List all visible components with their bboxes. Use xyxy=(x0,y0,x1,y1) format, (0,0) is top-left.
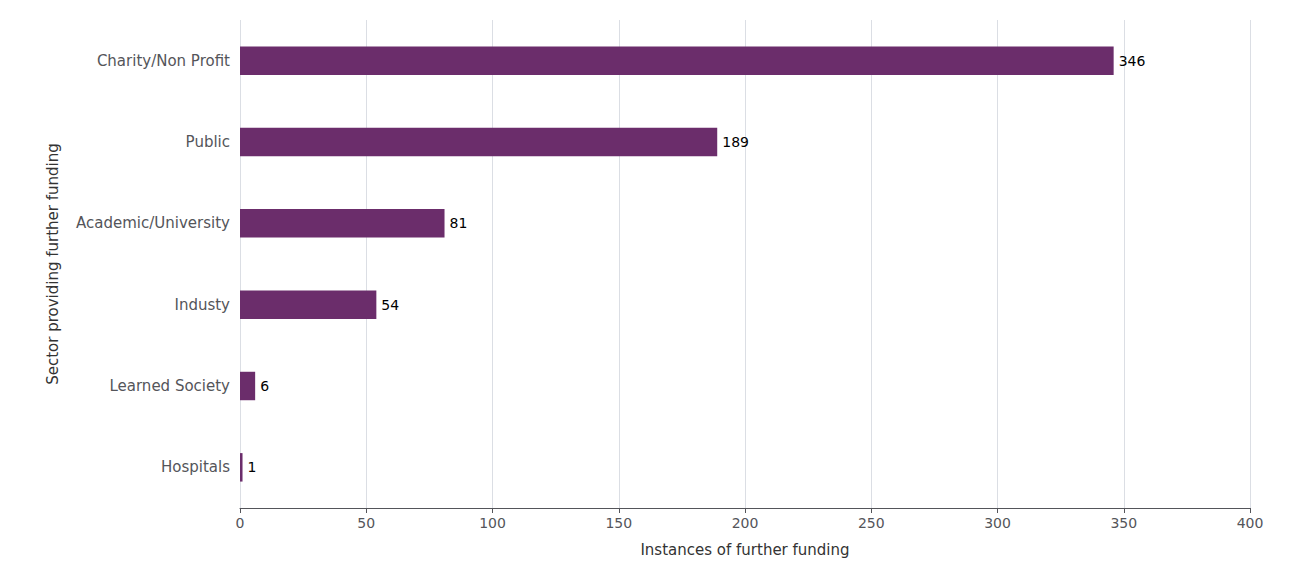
svg-text:250: 250 xyxy=(858,515,885,531)
svg-text:346: 346 xyxy=(1119,53,1146,69)
svg-text:Industy: Industy xyxy=(174,296,230,314)
svg-text:1: 1 xyxy=(248,459,257,475)
svg-text:81: 81 xyxy=(450,215,468,231)
svg-text:Charity/Non Profit: Charity/Non Profit xyxy=(97,52,230,70)
svg-text:0: 0 xyxy=(236,515,245,531)
svg-text:Sector providing further fundi: Sector providing further funding xyxy=(44,143,62,385)
svg-text:Academic/University: Academic/University xyxy=(76,214,230,232)
svg-text:189: 189 xyxy=(722,134,749,150)
svg-text:54: 54 xyxy=(381,297,399,313)
svg-text:Hospitals: Hospitals xyxy=(161,458,230,476)
svg-text:Instances of further funding: Instances of further funding xyxy=(640,541,849,559)
svg-text:50: 50 xyxy=(357,515,375,531)
svg-text:Public: Public xyxy=(186,133,230,151)
svg-text:150: 150 xyxy=(605,515,632,531)
svg-text:300: 300 xyxy=(984,515,1011,531)
svg-text:100: 100 xyxy=(479,515,506,531)
svg-text:200: 200 xyxy=(732,515,759,531)
svg-text:350: 350 xyxy=(1110,515,1137,531)
svg-text:400: 400 xyxy=(1237,515,1264,531)
svg-text:6: 6 xyxy=(260,378,269,394)
svg-text:Learned Society: Learned Society xyxy=(109,377,230,395)
